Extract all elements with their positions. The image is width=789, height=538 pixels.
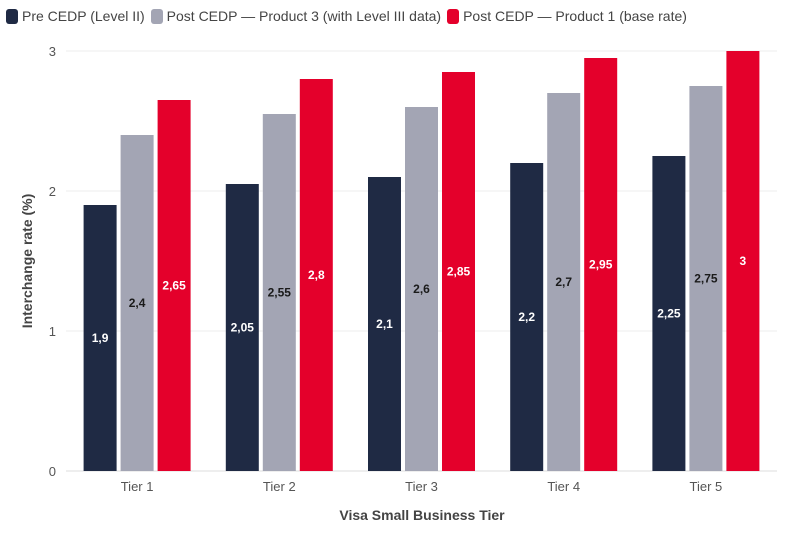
bar[interactable]: [689, 86, 723, 471]
legend: Pre CEDP (Level II) Post CEDP — Product …: [6, 8, 693, 24]
bar[interactable]: [442, 72, 475, 471]
x-tick-label: Tier 5: [690, 479, 723, 494]
legend-item-product-3[interactable]: Post CEDP — Product 3 (with Level III da…: [150, 8, 442, 24]
bar-value-label: 2,25: [657, 307, 681, 321]
bar-value-label: 2,55: [268, 286, 292, 300]
x-tick-label: Tier 1: [121, 479, 154, 494]
bar[interactable]: [726, 51, 760, 471]
bar-value-label: 2,95: [589, 258, 613, 272]
bar-value-label: 2,7: [555, 275, 572, 289]
bar-value-label: 2,4: [129, 296, 146, 310]
bar-value-label: 2,2: [518, 310, 535, 324]
bar[interactable]: [120, 135, 154, 471]
bar[interactable]: [368, 177, 401, 471]
bar-value-label: 2,8: [308, 268, 325, 282]
x-axis-label: Visa Small Business Tier: [339, 507, 505, 523]
y-tick-label: 1: [49, 324, 56, 339]
y-axis-label: Interchange rate (%): [19, 194, 35, 329]
data-labels: 1,9 2,4 2,65 2,05 2,55 2,8 2,1 2,6 2,85 2,2 2,7 2,9…: [92, 254, 747, 345]
bar-value-label: 2,75: [694, 272, 718, 286]
x-tick-label: Tier 2: [263, 479, 296, 494]
legend-item-product-1[interactable]: Post CEDP — Product 1 (base rate): [447, 8, 687, 24]
bar-value-label: 2,05: [231, 321, 255, 335]
bar-value-label: 3: [740, 254, 747, 268]
y-tick-label: 0: [49, 464, 56, 479]
bar-value-label: 2,1: [376, 317, 393, 331]
legend-label-product-1: Post CEDP — Product 1 (base rate): [463, 8, 687, 24]
bar-value-label: 2,65: [162, 279, 186, 293]
legend-swatch-product-3: [150, 8, 163, 24]
legend-swatch-pre-cedp: [6, 8, 18, 24]
bar[interactable]: [83, 205, 117, 471]
bars: [83, 51, 760, 471]
bar[interactable]: [262, 114, 296, 471]
bar-value-label: 2,6: [413, 282, 430, 296]
bar[interactable]: [547, 93, 581, 471]
bar-value-label: 2,85: [447, 265, 471, 279]
axis-ticks: 0 1 2 3 Tier 1 Tier 2 Tier 3 Tier 4 Tier 5: [49, 44, 723, 494]
bar[interactable]: [157, 100, 191, 471]
y-tick-label: 2: [49, 184, 56, 199]
legend-label-product-3: Post CEDP — Product 3 (with Level III da…: [166, 8, 442, 24]
bar-value-label: 1,9: [92, 331, 109, 345]
bar[interactable]: [584, 58, 618, 471]
legend-item-pre-cedp[interactable]: Pre CEDP (Level II): [6, 8, 145, 24]
y-tick-label: 3: [49, 44, 56, 59]
bar[interactable]: [652, 156, 686, 471]
bar[interactable]: [299, 79, 333, 471]
x-tick-label: Tier 4: [547, 479, 580, 494]
legend-label-pre-cedp: Pre CEDP (Level II): [22, 8, 145, 24]
bar[interactable]: [405, 107, 438, 471]
x-tick-label: Tier 3: [405, 479, 438, 494]
bar[interactable]: [510, 163, 544, 471]
legend-swatch-product-1: [447, 8, 460, 24]
bar[interactable]: [225, 184, 259, 471]
